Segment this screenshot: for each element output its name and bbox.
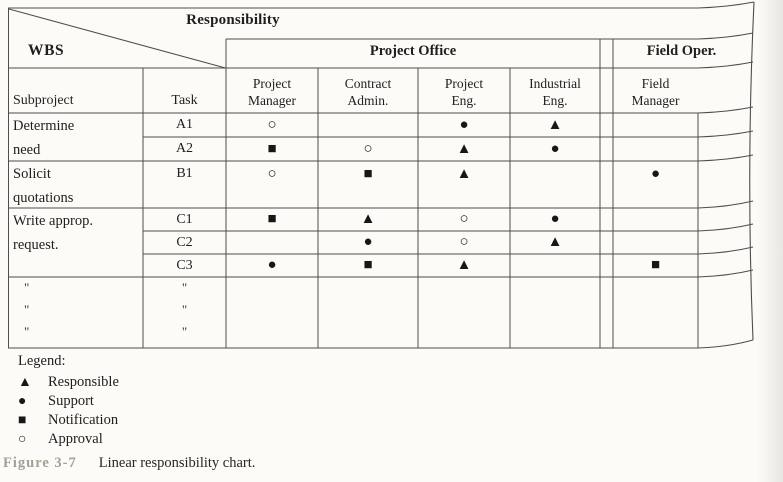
- matrix-cell: ▲: [547, 117, 563, 133]
- matrix-cell: [613, 137, 698, 161]
- subproject-label: Solicit quotations: [13, 166, 74, 206]
- matrix-cell: ■: [267, 211, 277, 227]
- matrix-cell: [226, 231, 318, 254]
- group-header-project-office: Project Office: [369, 43, 457, 59]
- subproject-label: Write approp. request.: [13, 213, 93, 253]
- matrix-cell: ▲: [456, 166, 472, 182]
- matrix-cell: [613, 231, 698, 254]
- matrix-cell: ●: [267, 257, 277, 273]
- matrix-cell: ●: [363, 234, 373, 250]
- matrix-cell: [510, 254, 600, 277]
- task-label: A2: [175, 141, 194, 156]
- ditto-mark: ": [181, 324, 188, 339]
- open-circle-icon: ○: [18, 431, 27, 447]
- task-label: C2: [176, 235, 193, 250]
- matrix-cell: ●: [550, 141, 560, 157]
- legend-item: ■ Notification: [18, 411, 119, 430]
- legend-item: ● Support: [18, 392, 119, 411]
- legend-label: Notification: [48, 412, 119, 428]
- matrix-cell: ▲: [547, 234, 563, 250]
- column-header-project-manager: Project Manager: [248, 76, 296, 108]
- matrix-cell: [613, 113, 698, 137]
- matrix-cell: ●: [459, 117, 469, 133]
- legend-label: Responsible: [48, 374, 119, 390]
- legend: Legend: ▲ Responsible ● Support ■ Notifi…: [18, 353, 119, 449]
- matrix-cell: ●: [650, 166, 661, 182]
- task-label: C1: [176, 212, 193, 227]
- matrix-cell: ▲: [360, 211, 376, 227]
- legend-item: ▲ Responsible: [18, 373, 119, 392]
- matrix-cell: ▲: [456, 141, 472, 157]
- legend-label: Approval: [48, 431, 103, 447]
- column-header-field-manager: Field Manager: [631, 76, 680, 108]
- filled-triangle-icon: ▲: [18, 374, 32, 390]
- matrix-cell: ○: [459, 211, 469, 227]
- matrix-cell: ○: [267, 117, 277, 133]
- column-header-task: Task: [171, 93, 198, 108]
- corner-wbs-label: WBS: [28, 42, 65, 59]
- subproject-label: Determine need: [13, 118, 75, 158]
- filled-circle-icon: ●: [18, 393, 27, 409]
- column-header-contract-admin: Contract Admin.: [344, 76, 392, 108]
- ditto-mark: ": [24, 280, 30, 295]
- matrix-cell: ○: [267, 166, 277, 182]
- filled-square-icon: ■: [18, 412, 27, 428]
- corner-responsibility-label: Responsibility: [186, 12, 280, 28]
- ditto-mark: ": [181, 280, 188, 295]
- figure-number-label: Figure 3-7: [3, 455, 77, 471]
- matrix-cell: [318, 113, 418, 137]
- task-label: A1: [175, 117, 194, 132]
- column-header-project-eng: Project Eng.: [444, 76, 484, 108]
- matrix-cell: [510, 161, 600, 187]
- ditto-mark: ": [181, 302, 188, 317]
- column-header-industrial-eng: Industrial Eng.: [529, 76, 581, 108]
- matrix-cell: ●: [550, 211, 560, 227]
- figure-caption: Figure 3-7 Linear responsibility chart.: [3, 455, 255, 472]
- matrix-cell: ■: [363, 257, 373, 273]
- ditto-mark: ": [24, 302, 30, 317]
- column-header-subproject: Subproject: [13, 93, 74, 108]
- ditto-mark: ": [24, 324, 30, 339]
- matrix-cell: ○: [459, 234, 469, 250]
- task-label: C3: [176, 258, 193, 273]
- group-header-field-oper: Field Oper.: [646, 43, 717, 59]
- matrix-cell: ■: [267, 141, 277, 157]
- matrix-cell: [613, 208, 698, 231]
- matrix-cell: ○: [363, 141, 373, 157]
- legend-title: Legend:: [18, 353, 66, 369]
- matrix-cell: ■: [363, 166, 373, 182]
- task-label: B1: [176, 166, 193, 181]
- legend-label: Support: [48, 393, 94, 409]
- matrix-cell: ■: [650, 257, 661, 273]
- matrix-cell: ▲: [456, 257, 472, 273]
- legend-item: ○ Approval: [18, 430, 119, 449]
- figure-caption-text: Linear responsibility chart.: [98, 455, 256, 471]
